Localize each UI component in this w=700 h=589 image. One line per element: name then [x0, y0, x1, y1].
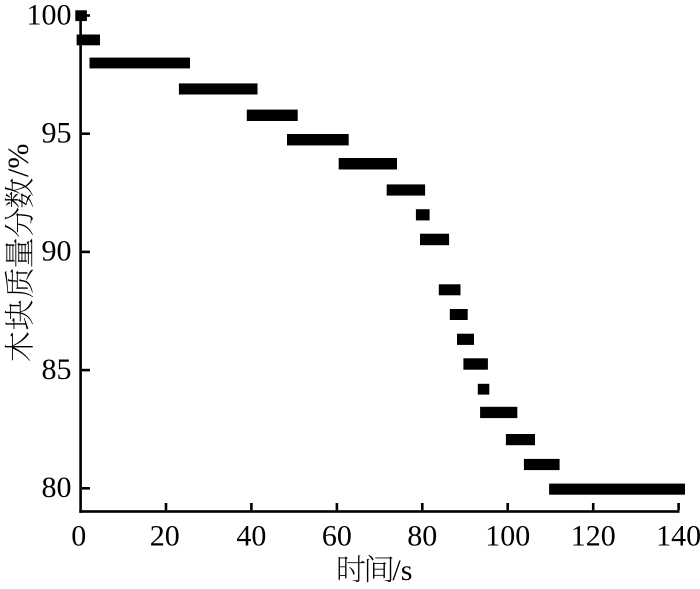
svg-text:120: 120 [571, 519, 616, 552]
svg-text:95: 95 [42, 117, 72, 150]
svg-text:40: 40 [236, 519, 266, 552]
svg-text:/s: /s [392, 554, 412, 587]
svg-text:85: 85 [42, 353, 72, 386]
svg-text:60: 60 [322, 519, 352, 552]
svg-text:100: 100 [485, 519, 530, 552]
svg-text:90: 90 [42, 235, 72, 268]
svg-text:0: 0 [71, 519, 86, 552]
svg-text:80: 80 [407, 519, 437, 552]
svg-text:/%: /% [2, 144, 35, 177]
svg-text:80: 80 [42, 471, 72, 504]
svg-text:100: 100 [27, 0, 72, 31]
svg-text:140: 140 [656, 519, 700, 552]
svg-text:20: 20 [150, 519, 180, 552]
